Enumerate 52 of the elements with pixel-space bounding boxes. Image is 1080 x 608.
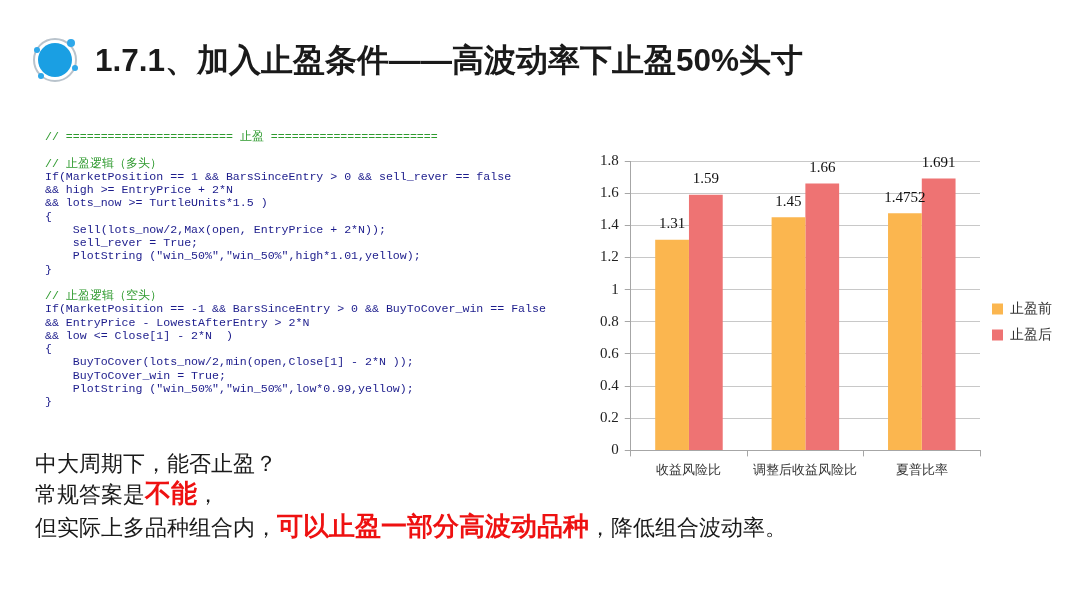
x-tick-label: 收益风险比 — [656, 461, 722, 477]
y-tick-label: 1.8 — [600, 151, 619, 168]
chart-title: 1.7.1、加入止盈条件——高波动率下止盈50%头寸 — [95, 41, 804, 80]
text: PlotString ("win_50%","win_50%",high*1.01,yellow); — [71, 249, 421, 263]
bar — [771, 217, 806, 450]
text: { — [45, 342, 52, 355]
text: && high >= EntryPrice + 2*N — [45, 183, 233, 196]
y-tick-label: 1.4 — [600, 216, 620, 233]
text: PlotString ("win_50%","win_50%",low*0.99,yellow); — [71, 381, 414, 395]
text: 中大周期下，能否止盈？ — [35, 452, 277, 476]
text: // ======================== 止盈 ======================== — [45, 130, 438, 143]
y-tick-label: 1 — [611, 280, 619, 297]
y-tick-label: 0.6 — [600, 344, 620, 361]
text: ， — [197, 482, 219, 509]
text: ，降低组合波动率。 — [589, 515, 787, 542]
text: && low <= Close[1] - 2*N ) — [45, 328, 233, 342]
text: sell_rever = True; — [71, 236, 199, 249]
text: // 止盈逻辑（多头） — [45, 156, 162, 170]
text: 常规答案是 — [35, 483, 145, 509]
legend-label: 止盈前 — [1010, 299, 1052, 316]
bar — [805, 183, 840, 450]
bar — [655, 239, 689, 450]
text: If(MarketPosition == -1 && BarsSinceEntry > 0 && BuyToCover_win == False — [45, 302, 546, 316]
text: 但实际上多品种组合内， — [35, 515, 277, 542]
text: { — [45, 209, 52, 223]
text: 可以止盈一部分高波动品种 — [277, 511, 589, 542]
text: // 止盈逻辑（空头） — [45, 289, 162, 302]
data-label: 1.45 — [775, 192, 802, 209]
y-tick-label: 0 — [611, 441, 619, 458]
y-tick-label: 1.6 — [600, 184, 620, 201]
text: If(MarketPosition == 1 && BarsSinceEntry > 0 && sell_rever == false — [45, 169, 512, 183]
x-tick-label: 调整后收益风险比 — [753, 461, 858, 477]
text: Sell(lots_now/2,Max(open, EntryPrice + 2*N)); — [71, 222, 386, 236]
text: BuyToCover(lots_now/2,min(open,Close[1] - 2*N )); — [71, 355, 414, 369]
x-tick-label: 夏普比率 — [895, 461, 948, 477]
data-label: 1.691 — [921, 153, 956, 170]
text: } — [45, 262, 52, 276]
data-label: 1.59 — [692, 170, 719, 187]
y-tick-label: 1.2 — [600, 248, 619, 265]
y-tick-label: 0.4 — [600, 377, 620, 394]
text: BuyToCover_win = True; — [71, 368, 226, 382]
text: && lots_now >= TurtleUnits*1.5 ) — [45, 196, 268, 210]
bar — [688, 194, 723, 450]
text: && EntryPrice - LowestAfterEntry > 2*N — [45, 315, 310, 329]
text: } — [45, 395, 52, 408]
data-label: 1.66 — [809, 158, 836, 175]
bar — [888, 213, 922, 450]
y-tick-label: 0.2 — [600, 409, 619, 426]
text: 不能 — [145, 478, 197, 509]
legend-label: 止盈后 — [1010, 325, 1052, 342]
data-label: 1.31 — [658, 215, 686, 232]
y-tick-label: 0.8 — [600, 312, 619, 329]
